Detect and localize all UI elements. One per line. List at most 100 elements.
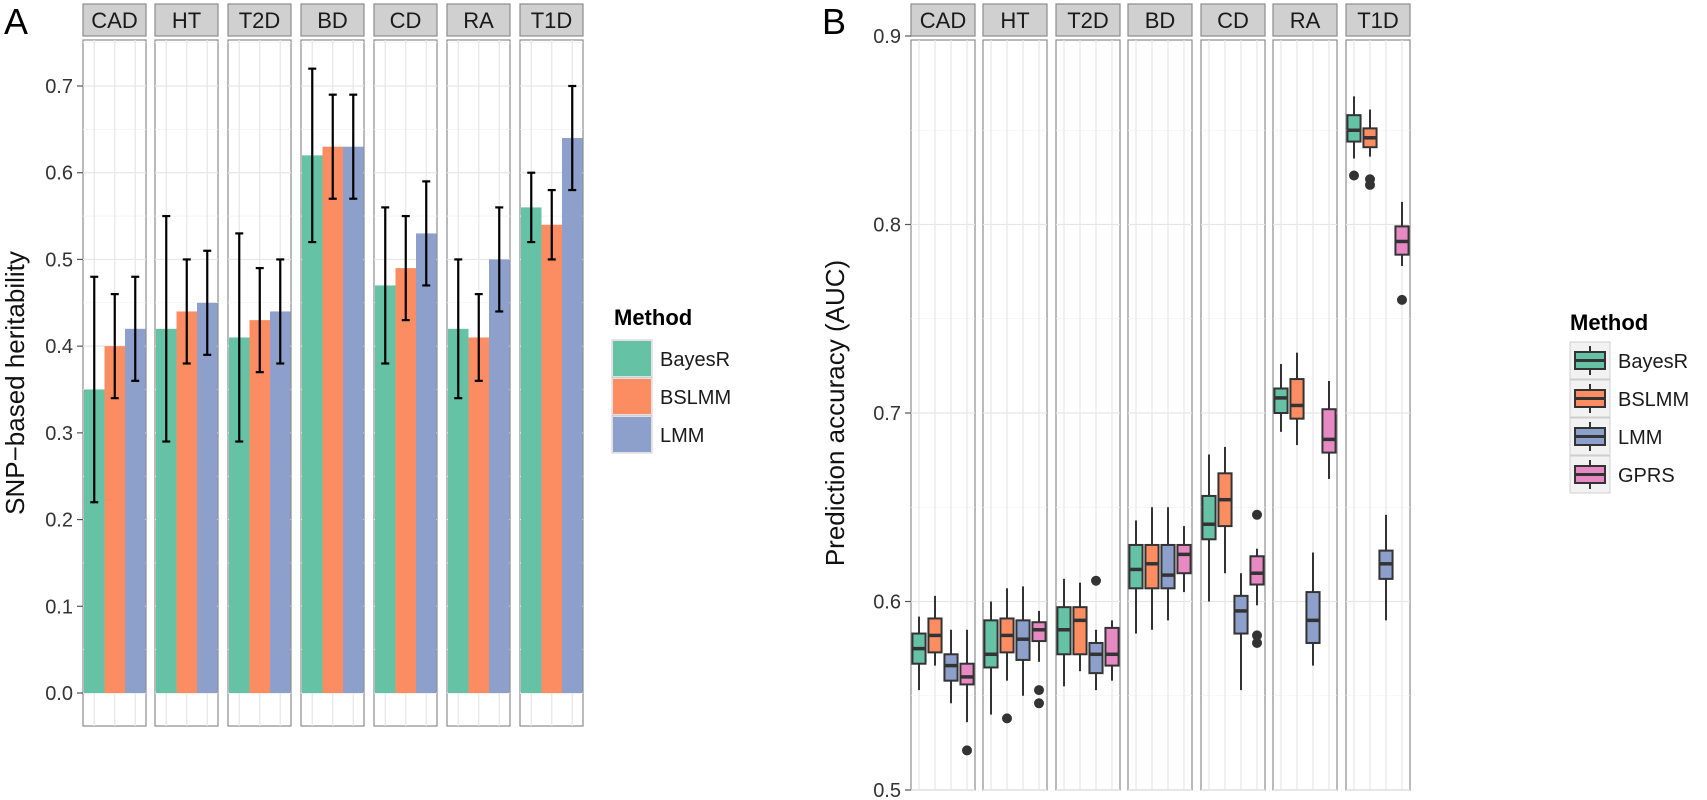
facet-label: CAD xyxy=(920,8,966,33)
facet-label: T2D xyxy=(239,8,281,33)
chart-panel-b: B CAD HT T2D BD CD RA T1D 0.5 0.6 0.7 0.8 0.9 Predict… xyxy=(820,1,1689,800)
box-gprs xyxy=(1321,408,1337,454)
facet-label: RA xyxy=(1290,8,1321,33)
bar-bayesr xyxy=(448,328,469,693)
bar-bayesr xyxy=(521,207,542,693)
y-tick-label: 0.6 xyxy=(873,592,901,614)
bar-bslmm xyxy=(176,311,197,693)
facet-label: CD xyxy=(1217,8,1249,33)
legend-title: Method xyxy=(1570,310,1648,335)
facet-label: BD xyxy=(317,8,348,33)
facet-strip xyxy=(1345,3,1411,37)
facet-panel xyxy=(1345,39,1411,791)
facet-strip xyxy=(1055,3,1121,37)
y-tick-label: 0.5 xyxy=(873,780,901,800)
legend-label: LMM xyxy=(660,425,704,447)
bar-lmm xyxy=(416,233,437,693)
bar-lmm xyxy=(270,311,291,693)
box-bayesr xyxy=(1346,114,1362,143)
y-tick-label: 0.7 xyxy=(873,403,901,425)
box-lmm xyxy=(1305,591,1321,644)
facet-label: HT xyxy=(1000,8,1029,33)
box-lmm xyxy=(943,653,959,682)
box-bayesr xyxy=(1201,494,1217,541)
bar-bslmm xyxy=(322,146,343,693)
outlier-point xyxy=(1252,637,1262,648)
y-axis-title: Prediction accuracy (AUC) xyxy=(820,260,850,566)
legend-swatch-bslmm xyxy=(613,379,651,414)
outlier-point xyxy=(1397,294,1407,305)
panel-letter: A xyxy=(4,1,28,42)
bar-bslmm xyxy=(395,268,416,693)
y-tick-label: 0.4 xyxy=(45,336,73,358)
box-gprs xyxy=(1031,621,1047,643)
facet-label: BD xyxy=(1145,8,1176,33)
y-tick-label: 0.7 xyxy=(45,76,73,98)
facet-label: RA xyxy=(463,8,494,33)
legend-label: BayesR xyxy=(1618,351,1688,373)
outlier-point xyxy=(1034,698,1044,709)
bar-bslmm xyxy=(468,337,489,693)
outlier-point xyxy=(1252,630,1262,641)
bar-bayesr xyxy=(84,389,105,693)
bar-lmm xyxy=(489,259,510,693)
outlier-point xyxy=(1252,509,1262,520)
facet-strip xyxy=(82,3,147,37)
facet-strip xyxy=(982,3,1048,37)
legend-label: GPRS xyxy=(1618,465,1675,487)
bar-bayesr xyxy=(156,328,177,693)
bar-lmm xyxy=(197,302,218,693)
box-bayesr xyxy=(1273,387,1289,414)
bar-lmm xyxy=(125,328,146,693)
bar-bayesr xyxy=(375,285,396,693)
facet-strip xyxy=(373,3,438,37)
facet-panel xyxy=(1200,39,1266,791)
legend-label: BayesR xyxy=(660,349,730,371)
facet-panel xyxy=(1127,39,1193,791)
legend-label: BSLMM xyxy=(1618,389,1689,411)
legend-swatch-lmm xyxy=(613,417,651,452)
facet-label: CAD xyxy=(91,8,137,33)
bar-lmm xyxy=(562,138,583,693)
facet-strip xyxy=(1272,3,1338,37)
bar-bslmm xyxy=(249,320,270,693)
bar-bayesr xyxy=(302,155,323,693)
facet-label: T2D xyxy=(1067,8,1109,33)
outlier-point xyxy=(1002,713,1012,724)
outlier-point xyxy=(1365,179,1375,190)
box-lmm xyxy=(1088,641,1104,675)
facet-strip xyxy=(227,3,292,37)
outlier-point xyxy=(1349,170,1359,181)
facet-strip xyxy=(1127,3,1193,37)
box-bslmm xyxy=(1144,543,1160,590)
facet-label: HT xyxy=(172,8,201,33)
facet-label: T1D xyxy=(1357,8,1399,33)
panel-letter: B xyxy=(822,1,846,42)
outlier-point xyxy=(1034,685,1044,696)
facet-strip xyxy=(519,3,584,37)
chart-panel-a: A CAD HT T2D BD CD RA T1D 0.0 0.1 0.2 0.3 0.4 0.5 0.6 0… xyxy=(0,1,731,727)
outlier-point xyxy=(962,745,972,756)
bar-bayesr xyxy=(229,337,250,693)
bar-lmm xyxy=(343,146,364,693)
facet-panel xyxy=(1055,39,1121,791)
facet-strip xyxy=(300,3,365,37)
box-bslmm xyxy=(1072,606,1088,656)
outlier-point xyxy=(1091,575,1101,586)
box-bayesr xyxy=(1128,543,1144,590)
y-tick-label: 0.0 xyxy=(45,683,73,705)
y-tick-label: 0.3 xyxy=(45,423,73,445)
box-gprs xyxy=(1104,626,1120,667)
legend-label: BSLMM xyxy=(660,387,731,409)
bar-bslmm xyxy=(104,346,125,693)
box-lmm xyxy=(1160,543,1176,590)
facet-strip xyxy=(910,3,976,37)
facet-strip xyxy=(446,3,511,37)
bar-bslmm xyxy=(541,224,562,693)
y-tick-label: 0.6 xyxy=(45,163,73,185)
legend-label: LMM xyxy=(1618,427,1662,449)
box-gprs xyxy=(1249,555,1265,586)
y-tick-label: 0.5 xyxy=(45,249,73,271)
facet-strip xyxy=(154,3,219,37)
